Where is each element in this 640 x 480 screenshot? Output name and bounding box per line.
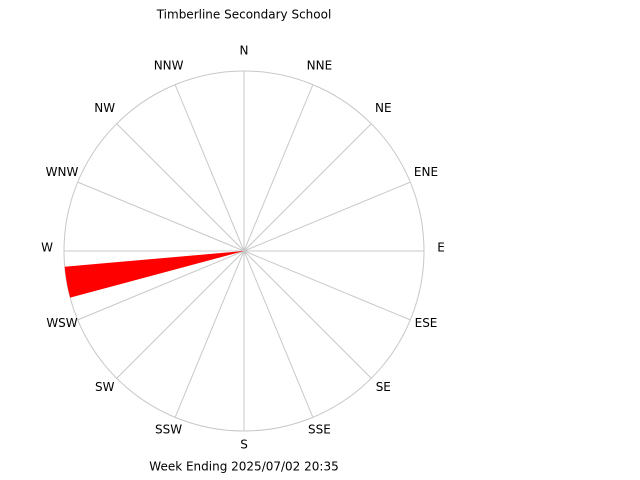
direction-label: NE <box>375 101 392 115</box>
direction-label: ESE <box>415 316 438 330</box>
outer-ring <box>63 70 425 432</box>
direction-label: NW <box>94 101 115 115</box>
direction-label: SE <box>376 380 391 394</box>
spoke <box>243 181 411 252</box>
chart-title: Timberline Secondary School <box>156 8 332 22</box>
spoke <box>77 181 245 252</box>
spoke <box>174 250 245 418</box>
direction-label: N <box>240 44 249 58</box>
spoke <box>174 84 245 252</box>
spoke <box>243 84 314 252</box>
direction-label: WSW <box>46 316 77 330</box>
direction-label: S <box>240 438 248 452</box>
spoke <box>77 250 245 321</box>
direction-label: ENE <box>414 165 438 179</box>
spoke <box>243 250 411 321</box>
direction-label: SW <box>95 380 115 394</box>
spoke <box>116 250 245 379</box>
spoke <box>243 250 372 379</box>
direction-label: NNE <box>307 58 333 72</box>
spoke <box>243 250 314 418</box>
direction-label: WNW <box>46 165 79 179</box>
direction-label: SSE <box>308 423 331 437</box>
chart-footer: Week Ending 2025/07/02 20:35 <box>149 460 338 474</box>
direction-label: NNW <box>154 58 184 72</box>
spoke <box>116 123 245 252</box>
wedge <box>64 251 244 298</box>
direction-label: E <box>437 241 445 255</box>
direction-label: W <box>41 241 53 255</box>
spoke <box>243 123 372 252</box>
direction-label: SSW <box>155 423 182 437</box>
